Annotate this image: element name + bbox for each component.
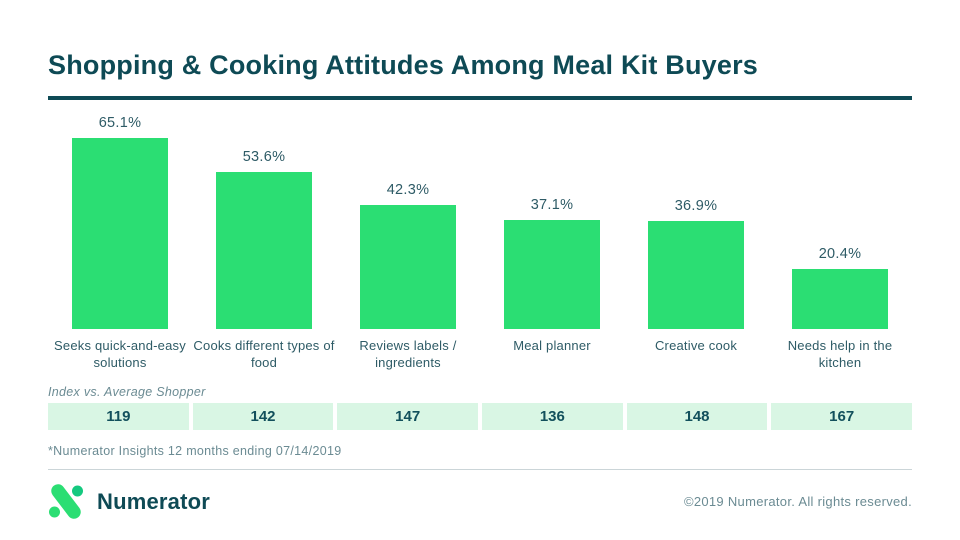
index-cell: 167 [771, 403, 913, 430]
bar-plot-area: 20.4% [768, 112, 912, 329]
bar-plot-area: 65.1% [48, 112, 192, 329]
bar-plot-area: 37.1% [480, 112, 624, 329]
bar-plot-area: 36.9% [624, 112, 768, 329]
index-cell: 136 [482, 403, 623, 430]
category-label: Needs help in the kitchen [787, 338, 893, 370]
bar [72, 138, 168, 329]
bar [360, 205, 456, 329]
brand-wordmark: Numerator [97, 488, 211, 514]
bar-value-label: 65.1% [98, 115, 142, 131]
bar [792, 269, 888, 329]
bar-column: 65.1% Seeks quick-and-easy solutions [48, 112, 192, 375]
bar-value-label: 37.1% [530, 197, 574, 213]
numerator-logo-icon [49, 484, 83, 519]
bar [216, 172, 312, 329]
page-title: Shopping & Cooking Attitudes Among Meal … [48, 50, 758, 80]
index-cell: 142 [192, 403, 334, 430]
bar-column: 36.9% Creative cook [624, 112, 768, 375]
bar-column: 20.4% Needs help in the kitchen [768, 112, 912, 375]
category-label: Seeks quick-and-easy solutions [54, 338, 186, 370]
title-divider [48, 96, 912, 100]
index-cell: 119 [48, 403, 189, 430]
bar-value-label: 20.4% [818, 246, 862, 262]
bar [648, 221, 744, 329]
bar-value-label: 42.3% [386, 182, 430, 198]
category-label: Cooks different types of food [193, 338, 335, 370]
bar-value-label: 36.9% [674, 198, 718, 214]
bar-column: 37.1% Meal planner [480, 112, 624, 375]
footer: Numerator ©2019 Numerator. All rights re… [48, 483, 912, 520]
category-label: Meal planner [513, 338, 591, 353]
report-page: Shopping & Cooking Attitudes Among Meal … [0, 50, 960, 540]
bar-plot-area: 42.3% [336, 112, 480, 329]
index-axis-label: Index vs. Average Shopper [48, 385, 206, 399]
bar-value-label: 53.6% [242, 149, 286, 165]
footer-divider [48, 469, 912, 470]
bar [504, 220, 600, 329]
copyright-text: ©2019 Numerator. All rights reserved. [683, 494, 912, 509]
footnote: *Numerator Insights 12 months ending 07/… [48, 444, 342, 458]
bar-column: 42.3% Reviews labels / ingredients [336, 112, 480, 375]
brand-lockup: Numerator [48, 483, 210, 520]
index-cell: 147 [337, 403, 479, 430]
bar-column: 53.6% Cooks different types of food [192, 112, 336, 375]
category-label: Creative cook [654, 338, 738, 353]
index-value-row: 119 142 147 136 148 167 [48, 403, 913, 430]
bar-plot-area: 53.6% [192, 112, 336, 329]
category-label: Reviews labels / ingredients [359, 338, 457, 370]
index-cell: 148 [626, 403, 768, 430]
bar-chart: 65.1% Seeks quick-and-easy solutions 53.6%… [48, 112, 912, 375]
